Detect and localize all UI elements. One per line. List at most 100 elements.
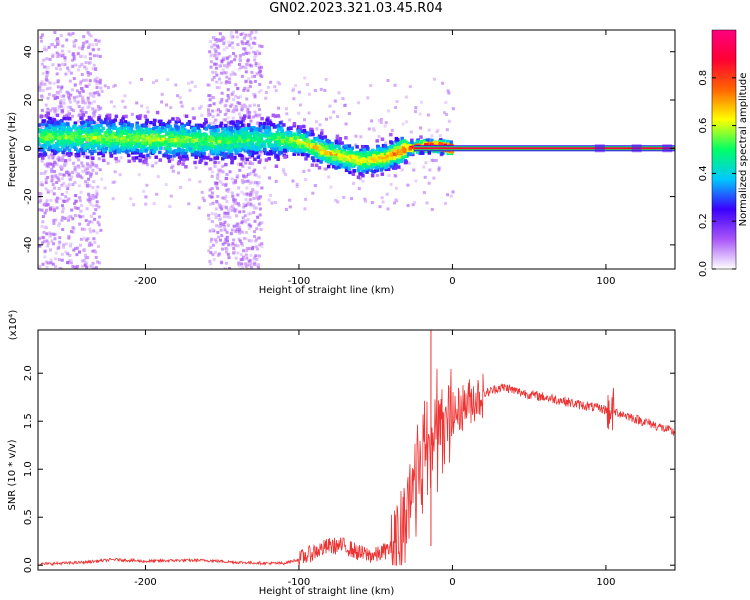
ridge-cell bbox=[59, 120, 63, 124]
ridge-cell bbox=[350, 146, 355, 151]
ridge-cell bbox=[227, 131, 232, 136]
ridge-cell bbox=[288, 146, 293, 151]
noise-cell bbox=[276, 80, 280, 84]
ridge-cell bbox=[91, 156, 95, 160]
ridge-cell bbox=[50, 120, 54, 124]
ridge-cell bbox=[79, 116, 83, 120]
ridge-cell bbox=[276, 154, 280, 159]
ridge-cell bbox=[102, 158, 106, 163]
noise-cell bbox=[78, 222, 82, 226]
ridge-cell bbox=[197, 123, 202, 128]
ridge-cell bbox=[188, 138, 192, 142]
ridge-cell bbox=[181, 135, 185, 140]
noise-cell bbox=[197, 206, 201, 210]
noise-cell bbox=[99, 86, 103, 90]
ridge-cell bbox=[246, 143, 251, 147]
noise-cell bbox=[71, 32, 75, 36]
noise-cell bbox=[221, 36, 225, 40]
ridge-cell bbox=[394, 140, 398, 144]
x-tick-label: 0 bbox=[449, 276, 455, 287]
noise-cell bbox=[78, 94, 82, 98]
noise-cell bbox=[77, 105, 81, 109]
noise-cell bbox=[49, 232, 53, 236]
noise-cell bbox=[236, 96, 240, 100]
noise-cell bbox=[39, 181, 43, 185]
ridge-cell bbox=[130, 151, 135, 155]
noise-cell bbox=[154, 161, 158, 165]
ridge-cell bbox=[56, 120, 60, 125]
noise-cell bbox=[256, 247, 260, 251]
noise-cell bbox=[76, 206, 80, 210]
noise-cell bbox=[227, 61, 231, 65]
ridge-cell bbox=[216, 150, 220, 154]
noise-cell bbox=[228, 77, 232, 81]
ridge-cell bbox=[217, 146, 222, 151]
noise-cell bbox=[97, 47, 101, 51]
noise-cell bbox=[80, 73, 84, 77]
ridge-cell bbox=[216, 128, 220, 132]
ridge-cell bbox=[394, 146, 398, 150]
ridge-cell bbox=[350, 158, 355, 163]
noise-cell bbox=[225, 230, 229, 234]
noise-cell bbox=[241, 216, 245, 220]
noise-cell bbox=[85, 207, 89, 211]
ridge-cell bbox=[59, 139, 64, 144]
noise-cell bbox=[390, 128, 394, 132]
noise-cell bbox=[240, 262, 244, 266]
x-axis-label: Height of straight line (km) bbox=[259, 285, 395, 296]
ridge-cell bbox=[326, 156, 331, 161]
ridge-cell bbox=[114, 114, 119, 119]
noise-cell bbox=[91, 48, 95, 52]
noise-cell bbox=[234, 104, 238, 108]
noise-cell bbox=[141, 161, 145, 165]
noise-cell bbox=[38, 264, 42, 268]
ridge-cell bbox=[47, 147, 51, 152]
ridge-cell bbox=[404, 140, 409, 145]
noise-cell bbox=[381, 200, 385, 204]
noise-cell bbox=[253, 95, 257, 99]
ridge-cell bbox=[318, 146, 323, 150]
ridge-cell bbox=[207, 138, 211, 142]
noise-cell bbox=[61, 53, 65, 57]
noise-cell bbox=[249, 204, 253, 208]
ridge-cell bbox=[62, 148, 67, 152]
noise-cell bbox=[232, 198, 236, 202]
noise-cell bbox=[38, 208, 42, 212]
noise-cell bbox=[63, 146, 67, 150]
ridge-cell bbox=[97, 137, 102, 141]
ridge-cell bbox=[190, 153, 195, 157]
ridge-cell bbox=[58, 148, 63, 152]
ridge-cell bbox=[341, 164, 346, 169]
ridge-cell bbox=[393, 149, 397, 153]
ridge-cell bbox=[112, 126, 116, 131]
noise-cell bbox=[95, 231, 99, 235]
noise-cell bbox=[208, 188, 212, 192]
noise-cell bbox=[235, 108, 239, 112]
carrier-blob bbox=[631, 144, 642, 153]
ridge-cell bbox=[296, 152, 301, 156]
noise-cell bbox=[169, 194, 173, 198]
ridge-cell bbox=[157, 127, 161, 131]
noise-cell bbox=[352, 181, 356, 185]
noise-cell bbox=[244, 70, 248, 74]
ridge-cell bbox=[159, 142, 164, 147]
noise-cell bbox=[413, 110, 417, 114]
noise-cell bbox=[226, 120, 230, 124]
ridge-cell bbox=[100, 139, 105, 144]
ridge-cell bbox=[369, 152, 373, 156]
ridge-cell bbox=[401, 155, 405, 160]
noise-cell bbox=[96, 260, 100, 264]
ridge-cell bbox=[267, 126, 272, 130]
ridge-cell bbox=[389, 145, 393, 149]
noise-cell bbox=[38, 244, 42, 248]
ridge-cell bbox=[344, 144, 348, 148]
ridge-cell bbox=[90, 125, 94, 130]
ridge-cell bbox=[396, 152, 400, 157]
noise-cell bbox=[248, 156, 252, 160]
noise-cell bbox=[241, 174, 245, 178]
noise-cell bbox=[446, 89, 450, 93]
ridge-cell bbox=[394, 162, 398, 167]
noise-cell bbox=[307, 168, 311, 172]
ridge-cell bbox=[372, 154, 376, 158]
noise-cell bbox=[218, 32, 222, 36]
